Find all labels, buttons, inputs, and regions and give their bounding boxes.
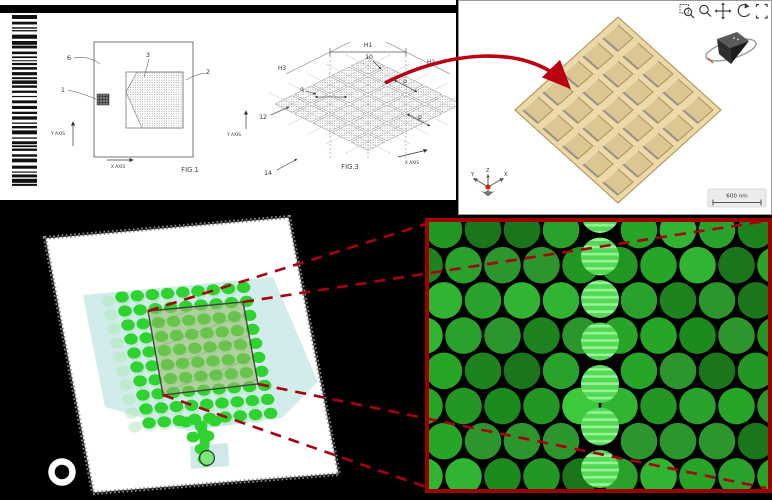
microscopy-image — [406, 195, 772, 495]
fullscreen-icon[interactable] — [755, 3, 768, 19]
fig1-grid-element — [96, 93, 110, 106]
zoom-region-icon[interactable] — [679, 4, 695, 19]
viewer-toolbar — [679, 2, 768, 20]
fig3-title: FIG.3 — [341, 163, 359, 171]
fig3-x-axis-label: X AXIS — [405, 160, 419, 166]
patent-figure-panel: 6 3 1 2 Y AXIS X AXIS FIG.1 H1 — [0, 0, 456, 200]
nav-cube-icon[interactable] — [704, 32, 759, 65]
nanostructure-surface — [514, 16, 722, 204]
scale-bar: 600 nm — [707, 188, 767, 208]
fig1-drawing: 6 3 1 2 Y AXIS X AXIS FIG.1 — [50, 41, 210, 174]
fig1-y-axis-label: Y AXIS — [50, 131, 65, 137]
fig3-h3-label: H3 — [278, 66, 286, 72]
patent-drawing: 6 3 1 2 Y AXIS X AXIS FIG.1 H1 — [0, 5, 456, 186]
fig1-ref-6: 6 — [67, 54, 71, 62]
page-top-rule — [0, 5, 456, 13]
fig3-ref-14: 14 — [264, 170, 272, 177]
fig3-h1-label: H1 — [364, 42, 373, 49]
triad-x-label: X — [504, 172, 508, 178]
zoom-source-region — [147, 301, 259, 396]
ring-mark — [48, 458, 76, 486]
scale-bar-label: 600 nm — [726, 194, 747, 200]
axis-triad: Y Z X — [470, 168, 508, 196]
3d-viewer-panel: Y Z X 600 nm — [458, 0, 772, 215]
fig3-drawing: H1 H3 H2 10 q p p 12 14 FIG.3 — [226, 41, 456, 177]
pan-icon[interactable] — [714, 2, 732, 20]
fig3-q-label: q — [300, 87, 304, 93]
fig3-p1-label: p — [403, 79, 407, 85]
3d-viewport[interactable]: Y Z X 600 nm — [459, 1, 771, 214]
barcode — [12, 15, 37, 186]
fig3-y-axis-label: Y AXIS — [226, 132, 241, 138]
fig1-x-axis-label: X AXIS — [111, 164, 125, 170]
rotate-icon[interactable] — [737, 3, 751, 18]
triad-z-label: Z — [486, 168, 490, 174]
triad-y-label: Y — [470, 172, 475, 178]
fig1-patterned-region — [125, 71, 184, 129]
fig1-title: FIG.1 — [181, 166, 199, 174]
fig1-ref-2: 2 — [206, 68, 210, 76]
fig3-ref-10: 10 — [365, 54, 373, 61]
fig3-lattice — [269, 54, 456, 154]
microscopy-panel — [406, 195, 772, 495]
zoom-icon[interactable] — [699, 4, 712, 17]
output-port — [199, 450, 216, 467]
fig3-ref-12: 12 — [259, 114, 267, 121]
fig1-ref-1: 1 — [61, 86, 65, 94]
fig1-ref-3: 3 — [146, 51, 150, 59]
fig3-h2-label: H2 — [427, 60, 435, 66]
